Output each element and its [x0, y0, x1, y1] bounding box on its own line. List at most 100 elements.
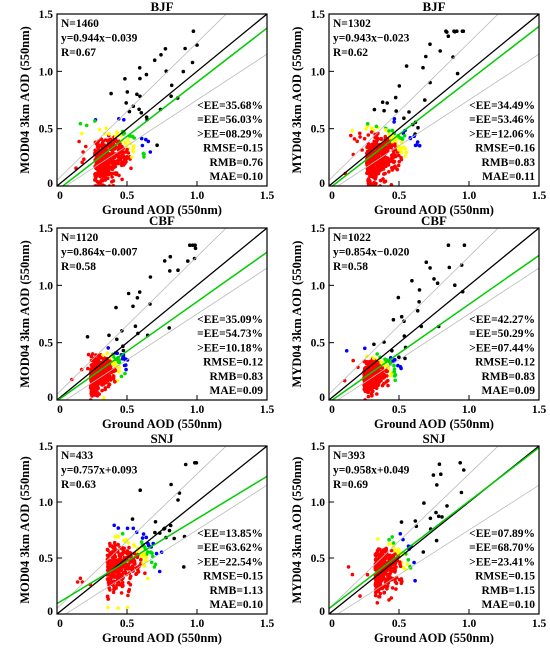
data-point [120, 546, 125, 550]
data-point [94, 161, 99, 166]
data-point [138, 488, 142, 493]
data-point [365, 572, 370, 577]
data-point [119, 374, 124, 379]
data-point [111, 154, 115, 158]
data-point [101, 166, 105, 171]
data-point [116, 526, 121, 530]
data-point [412, 560, 416, 565]
data-point [113, 380, 117, 384]
y-axis-label: MOD04 3km AOD (550nm) [18, 456, 32, 604]
stats-bottom-line: RMSE=0.15 [475, 571, 535, 583]
stats-bottom-line: <EE=35.68% [197, 100, 263, 112]
data-point [91, 364, 96, 369]
stats-bottom-line: MAE=0.09 [481, 385, 535, 397]
data-point [365, 161, 369, 165]
x-tick-label: 0 [57, 618, 63, 630]
x-tick-label: 1.0 [462, 618, 477, 630]
data-point [102, 396, 106, 400]
data-point [373, 593, 378, 598]
data-point [82, 157, 86, 161]
data-point [366, 177, 371, 182]
data-point [145, 552, 149, 556]
stats-bottom-line: <EE=42.27% [469, 314, 535, 326]
data-point [176, 498, 180, 502]
data-point [393, 562, 398, 566]
x-tick-label: 1.0 [190, 404, 205, 416]
data-point [133, 562, 137, 566]
data-point [129, 166, 133, 171]
data-point [378, 577, 382, 582]
data-point [128, 582, 133, 587]
data-point [380, 573, 385, 578]
data-point [140, 536, 145, 540]
data-point [139, 540, 144, 544]
y-tick-label: 0 [319, 606, 325, 618]
data-point [394, 153, 398, 158]
ee-lower-line [337, 267, 539, 400]
data-point [123, 371, 127, 376]
data-point [113, 535, 117, 539]
data-point [119, 591, 124, 595]
stats-bottom-line: >EE=08.29% [197, 128, 263, 140]
stats-bottom-line: =EE=63.62% [197, 542, 263, 554]
data-point [374, 162, 379, 166]
data-point [372, 365, 376, 370]
data-point [385, 157, 390, 162]
data-point [122, 118, 126, 122]
data-point [138, 94, 142, 99]
data-point [193, 243, 197, 247]
data-point [365, 170, 370, 174]
data-point [132, 543, 137, 548]
data-point [105, 138, 110, 143]
stats-top-line: y=0.854x−0.020 [333, 247, 410, 259]
y-tick-label: 0 [319, 178, 325, 190]
data-point [417, 300, 421, 304]
data-point [120, 160, 124, 164]
data-point [124, 160, 128, 164]
data-point [115, 130, 119, 135]
stats-bottom-line: RMB=1.15 [481, 585, 535, 597]
data-point [413, 578, 417, 583]
data-point [364, 371, 368, 376]
y-tick-label: 0.5 [311, 553, 326, 565]
stats-bottom-line: RMSE=0.12 [475, 357, 535, 369]
data-point [364, 127, 368, 131]
data-point [122, 555, 127, 560]
data-point [141, 532, 146, 536]
data-point [398, 564, 403, 569]
y-axis-label: MOD04 3km AOD (550nm) [18, 26, 32, 174]
data-point [385, 147, 390, 152]
data-point [125, 605, 130, 610]
data-point [366, 133, 371, 137]
data-point [111, 164, 115, 168]
data-point [139, 136, 144, 141]
regression-line [57, 251, 267, 400]
data-point [431, 473, 436, 477]
data-point [119, 568, 123, 573]
data-point [396, 363, 400, 368]
data-point [125, 90, 130, 94]
x-axis-label: Ground AOD (550nm) [102, 631, 222, 645]
y-tick-label: 1.5 [311, 223, 326, 235]
stats-bottom-line: =EE=53.46% [469, 114, 535, 126]
data-point [383, 171, 387, 176]
data-point [396, 295, 401, 300]
data-point [108, 541, 112, 546]
data-point [358, 594, 362, 598]
data-point [123, 357, 127, 362]
data-point [104, 126, 109, 131]
stats-top-line: N=1302 [333, 18, 371, 30]
data-point [117, 173, 121, 178]
data-point [110, 555, 115, 560]
data-point [391, 317, 396, 322]
stats-top-line: R=0.58 [333, 261, 368, 273]
data-point [417, 288, 422, 292]
plot-area [57, 228, 267, 400]
plot-area [329, 14, 539, 186]
data-point [90, 393, 94, 397]
data-point [406, 558, 411, 562]
stats-bottom-line: RMSE=0.15 [203, 143, 263, 155]
panel-mod-cbf: 00 0.5 0.5 1.0 1.0 1.5 1.5 CBF Ground AOD (550nm… [18, 213, 274, 431]
data-point [97, 373, 101, 377]
data-point [398, 532, 403, 536]
